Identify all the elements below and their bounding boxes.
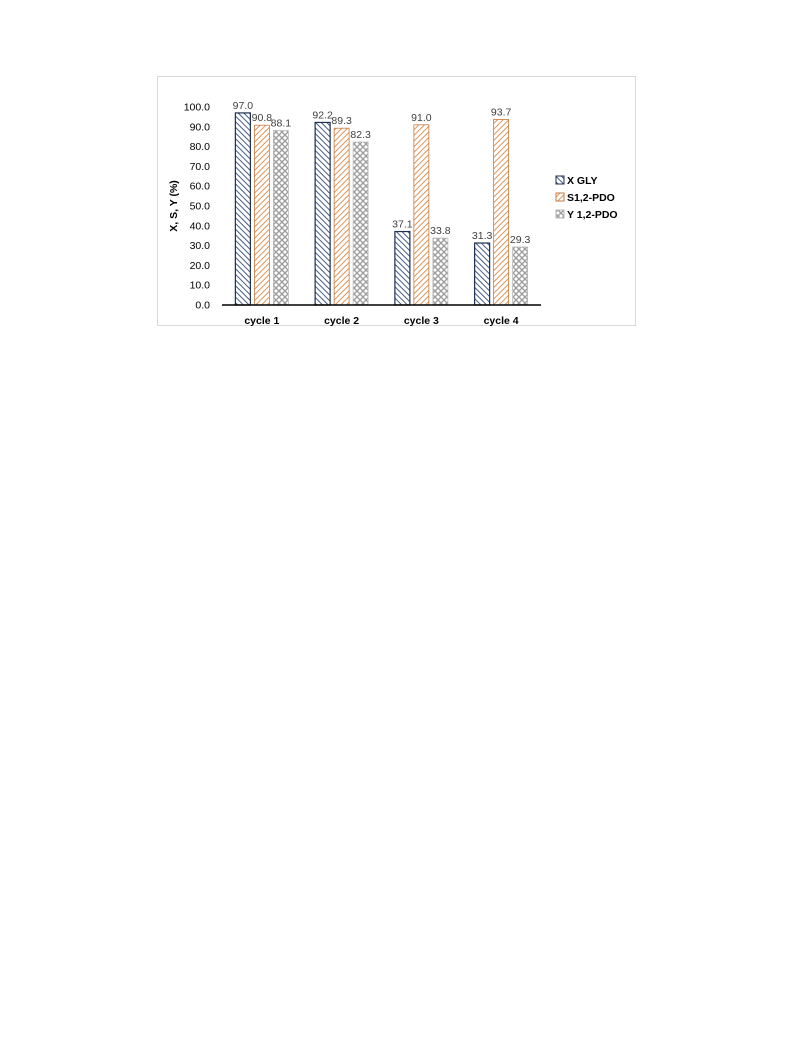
legend: X GLY S1,2-PDO Y 1,2-PDO bbox=[555, 175, 618, 221]
bar-y-1-2-pdo-cycle-4 bbox=[512, 246, 529, 306]
y-tick-label: 70.0 bbox=[190, 161, 211, 173]
bar-x-gly-cycle-2 bbox=[314, 121, 331, 306]
y-tick-label: 90.0 bbox=[190, 121, 211, 133]
y-tick-label: 60.0 bbox=[190, 181, 211, 193]
data-label: 37.1 bbox=[392, 219, 413, 231]
x-tick-label: cycle 2 bbox=[324, 315, 359, 327]
data-label: 33.8 bbox=[430, 225, 451, 237]
data-label: 91.0 bbox=[411, 112, 432, 124]
legend-label: X GLY bbox=[567, 175, 598, 187]
bar-x-gly-cycle-4 bbox=[474, 242, 491, 306]
y-axis-title: X, S, Y (%) bbox=[168, 180, 180, 232]
y-tick-label: 100.0 bbox=[184, 102, 210, 114]
x-tick-label: cycle 1 bbox=[244, 315, 279, 327]
chart-area bbox=[157, 76, 636, 326]
legend-label: S1,2-PDO bbox=[567, 192, 615, 204]
bar-x-gly-cycle-1 bbox=[234, 112, 251, 306]
data-label: 93.7 bbox=[491, 106, 512, 118]
data-label: 89.3 bbox=[331, 115, 352, 127]
bar-y-1-2-pdo-cycle-3 bbox=[432, 237, 449, 306]
bars bbox=[234, 112, 529, 306]
legend-label: Y 1,2-PDO bbox=[567, 209, 618, 221]
bar-x-gly-cycle-3 bbox=[394, 230, 411, 306]
data-label: 97.0 bbox=[233, 100, 254, 112]
y-tick-label: 10.0 bbox=[190, 280, 211, 292]
legend-swatch bbox=[555, 209, 565, 219]
data-label: 90.8 bbox=[252, 112, 273, 124]
data-label: 31.3 bbox=[472, 230, 493, 242]
y-tick-label: 50.0 bbox=[190, 201, 211, 213]
y-tick-label: 0.0 bbox=[195, 300, 210, 312]
bar-s1-2-pdo-cycle-1 bbox=[253, 124, 270, 306]
data-label: 92.2 bbox=[312, 109, 333, 121]
x-tick-label: cycle 4 bbox=[484, 315, 519, 327]
data-label: 29.3 bbox=[510, 234, 531, 246]
y-tick-label: 80.0 bbox=[190, 141, 211, 153]
legend-swatch bbox=[555, 175, 565, 185]
x-tick-label: cycle 3 bbox=[404, 315, 439, 327]
y-tick-label: 40.0 bbox=[190, 220, 211, 232]
y-axis: 0.0 10.0 20.0 30.0 40.0 50.0 60.0 70.0 80.0 90.0 1… bbox=[184, 102, 210, 312]
bar-s1-2-pdo-cycle-2 bbox=[333, 127, 350, 306]
y-tick-label: 20.0 bbox=[190, 260, 211, 272]
x-axis: cycle 1 cycle 2 cycle 3 cycle 4 bbox=[244, 315, 518, 327]
data-label: 88.1 bbox=[271, 118, 292, 130]
data-labels: 97.090.888.1 92.289.3 82.3 37.1 91.0 33.8 31.3… bbox=[233, 100, 531, 246]
bar-y-1-2-pdo-cycle-2 bbox=[352, 141, 369, 306]
bar-y-1-2-pdo-cycle-1 bbox=[272, 130, 289, 306]
data-label: 82.3 bbox=[350, 129, 371, 141]
bar-s1-2-pdo-cycle-4 bbox=[493, 119, 510, 306]
y-tick-label: 30.0 bbox=[190, 240, 211, 252]
legend-swatch bbox=[555, 192, 565, 202]
bar-s1-2-pdo-cycle-3 bbox=[413, 124, 430, 306]
